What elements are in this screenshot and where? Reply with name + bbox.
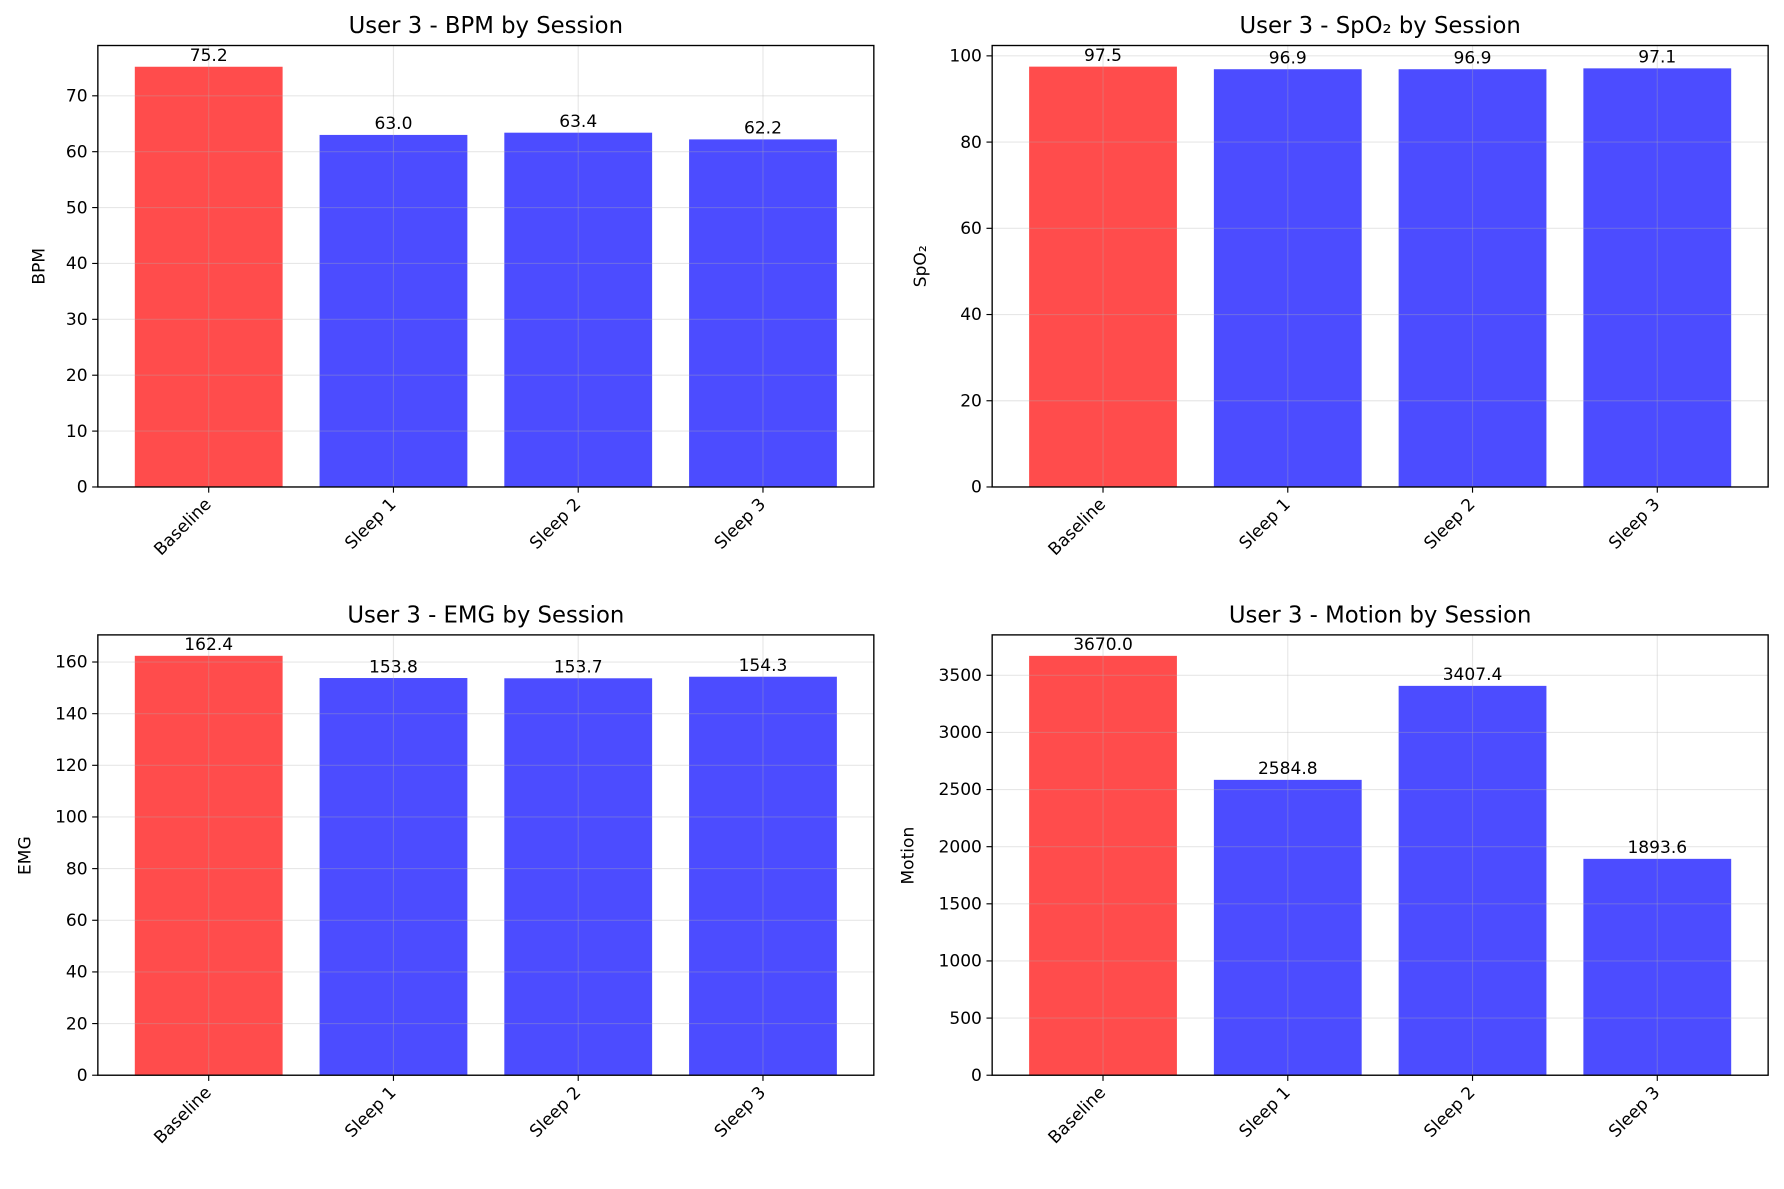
x-tick-label: Baseline: [150, 1083, 215, 1148]
plot-frame: [991, 634, 1769, 1076]
bar-sleep-1: [1213, 779, 1362, 1076]
y-axis-label: BPM: [29, 248, 49, 285]
x-tick-label: Baseline: [150, 495, 215, 560]
bar-baseline: [1029, 66, 1177, 487]
bar-sleep-2: [504, 132, 653, 487]
y-tick-label: 3500: [939, 666, 982, 686]
y-tick-label: 10: [66, 422, 88, 442]
y-tick-label: 0: [971, 1066, 982, 1086]
y-tick-label: 20: [66, 1014, 88, 1034]
bar-sleep-3: [689, 676, 837, 1076]
y-tick-label: 80: [960, 133, 982, 153]
y-tick-label: 3000: [939, 723, 982, 743]
bar-baseline: [134, 66, 283, 487]
bar-sleep-1: [319, 678, 468, 1076]
bar-value-label: 162.4: [184, 635, 233, 655]
y-tick-label: 60: [960, 219, 982, 239]
x-tick-label: Sleep 2: [1420, 495, 1479, 554]
y-tick-label: 160: [55, 653, 88, 673]
y-tick-label: 20: [66, 366, 88, 386]
bar-value-label: 96.9: [1454, 49, 1492, 69]
y-tick-label: 2000: [939, 837, 982, 857]
bar-value-label: 97.1: [1638, 48, 1676, 68]
bar-baseline: [1029, 655, 1177, 1076]
bar-value-label: 63.0: [374, 114, 412, 134]
bar-value-label: 3670.0: [1073, 635, 1133, 655]
y-tick-label: 20: [960, 391, 982, 411]
bar-sleep-3: [1583, 68, 1732, 487]
bar-value-label: 62.2: [744, 119, 782, 139]
x-tick-label: Sleep 3: [1605, 1083, 1664, 1142]
y-tick-label: 1500: [939, 895, 982, 915]
chart-title: User 3 - EMG by Session: [347, 602, 624, 628]
y-tick-label: 50: [66, 198, 88, 218]
chart-panel-emg: User 3 - EMG by Session EMG 0 20 40 60 80 100…: [16, 602, 875, 1148]
y-tick-label: 0: [971, 478, 982, 498]
y-tick-label: 500: [949, 1009, 982, 1029]
x-tick-label: Sleep 1: [1236, 495, 1295, 554]
y-tick-label: 60: [66, 911, 88, 931]
bar-value-label: 97.5: [1084, 46, 1122, 66]
x-tick-label: Sleep 2: [526, 1083, 585, 1142]
x-tick-label: Sleep 2: [1420, 1083, 1479, 1142]
bar-sleep-1: [319, 134, 468, 487]
y-tick-label: 80: [66, 859, 88, 879]
bar-value-label: 96.9: [1269, 49, 1307, 69]
chart-panel-spo2: User 3 - SpO₂ by Session SpO₂ 0 20 40 60 80 1…: [911, 13, 1769, 560]
y-tick-label: 100: [949, 47, 982, 67]
y-tick-label: 70: [66, 86, 88, 106]
y-axis-label: SpO₂: [911, 245, 931, 287]
bar-value-label: 1893.6: [1627, 838, 1687, 858]
chart-title: User 3 - Motion by Session: [1229, 602, 1532, 628]
bar-sleep-1: [1213, 69, 1362, 487]
bar-sleep-3: [1583, 858, 1732, 1076]
bar-sleep-2: [1398, 685, 1547, 1076]
bar-sleep-3: [689, 139, 837, 487]
plot-frame: [991, 44, 1769, 488]
y-axis-label: EMG: [16, 836, 36, 875]
y-tick-label: 30: [66, 310, 88, 330]
y-tick-label: 2500: [939, 780, 982, 800]
x-tick-label: Sleep 3: [1605, 495, 1664, 554]
chart-title: User 3 - SpO₂ by Session: [1239, 13, 1520, 39]
plot-frame: [97, 634, 875, 1076]
chart-panel-motion: User 3 - Motion by Session Motion 0 500 10…: [899, 602, 1769, 1148]
x-tick-label: Sleep 3: [711, 1083, 770, 1142]
bar-sleep-2: [1398, 69, 1547, 487]
x-tick-label: Sleep 1: [1236, 1083, 1295, 1142]
bar-sleep-2: [504, 678, 653, 1076]
x-tick-label: Sleep 2: [526, 495, 585, 554]
y-tick-label: 60: [66, 142, 88, 162]
bar-value-label: 3407.4: [1443, 665, 1503, 685]
y-tick-label: 100: [55, 808, 88, 828]
bar-value-label: 153.8: [369, 657, 418, 677]
x-tick-label: Sleep 1: [341, 495, 400, 554]
y-tick-label: 40: [66, 963, 88, 983]
chart-panel-bpm: User 3 - BPM by Session BPM 0 10 20 30 40 50 6…: [29, 13, 875, 560]
y-tick-label: 0: [77, 1066, 88, 1086]
y-tick-label: 120: [55, 756, 88, 776]
bar-value-label: 2584.8: [1258, 759, 1318, 779]
y-tick-label: 0: [77, 478, 88, 498]
bar-value-label: 153.7: [554, 658, 603, 678]
chart-title: User 3 - BPM by Session: [349, 13, 623, 39]
y-tick-label: 1000: [939, 952, 982, 972]
x-tick-label: Sleep 1: [341, 1083, 400, 1142]
y-axis-label: Motion: [899, 827, 919, 885]
bar-baseline: [134, 655, 283, 1076]
y-tick-label: 40: [960, 305, 982, 325]
y-tick-label: 40: [66, 254, 88, 274]
plot-frame: [97, 44, 875, 488]
bar-value-label: 63.4: [559, 112, 597, 132]
bar-value-label: 154.3: [739, 656, 788, 676]
x-tick-label: Baseline: [1045, 1083, 1110, 1148]
bar-value-label: 75.2: [190, 46, 228, 66]
x-tick-label: Baseline: [1045, 495, 1110, 560]
y-tick-label: 140: [55, 704, 88, 724]
x-tick-label: Sleep 3: [711, 495, 770, 554]
